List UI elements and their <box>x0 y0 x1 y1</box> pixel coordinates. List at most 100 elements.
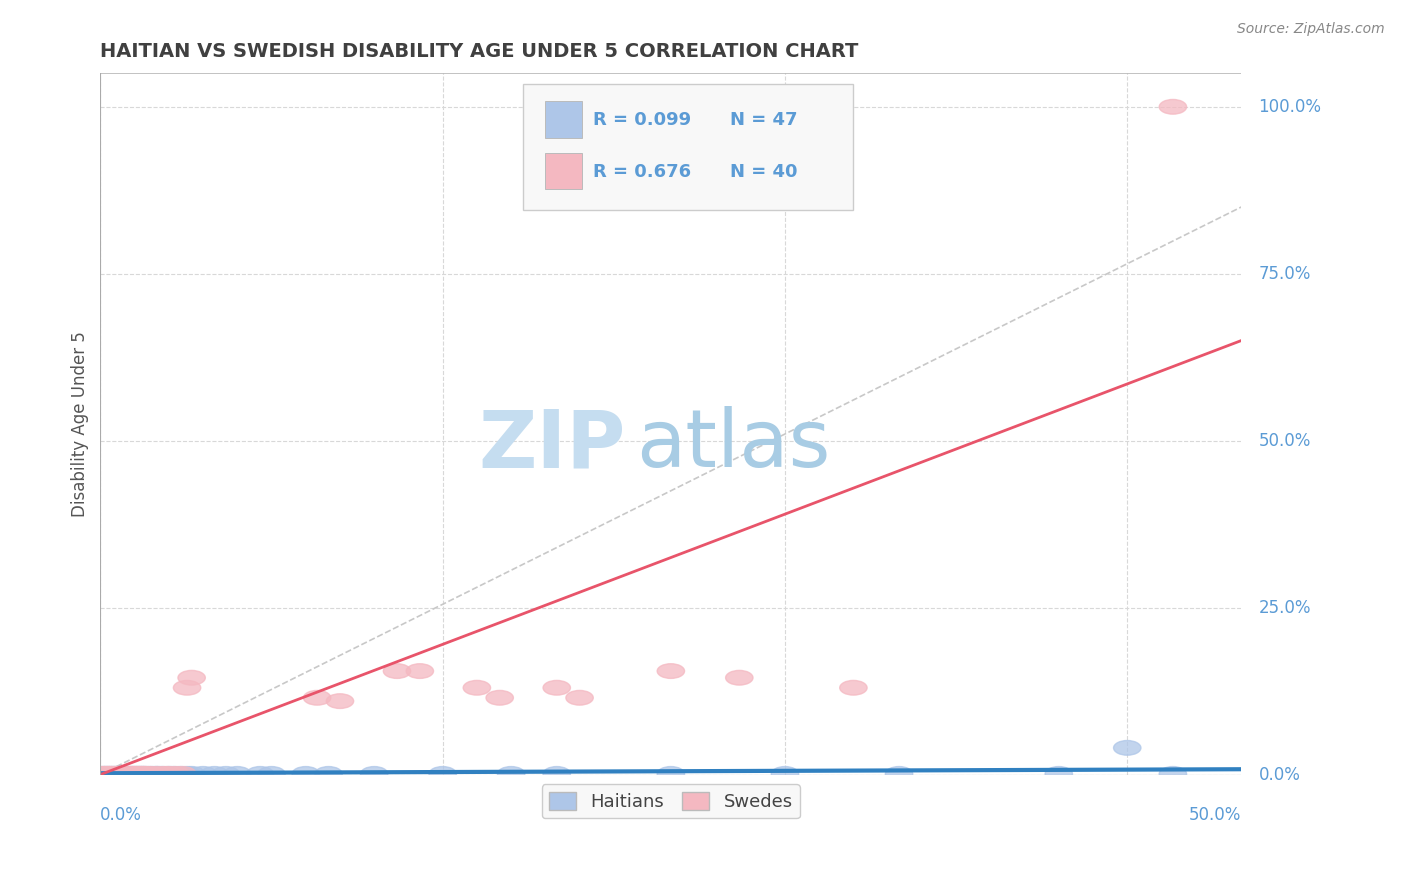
Ellipse shape <box>105 766 132 781</box>
Text: HAITIAN VS SWEDISH DISABILITY AGE UNDER 5 CORRELATION CHART: HAITIAN VS SWEDISH DISABILITY AGE UNDER … <box>100 42 859 61</box>
Ellipse shape <box>212 766 239 781</box>
Ellipse shape <box>839 681 868 695</box>
Text: R = 0.099: R = 0.099 <box>593 112 692 129</box>
Ellipse shape <box>121 766 148 781</box>
Ellipse shape <box>125 766 153 781</box>
Ellipse shape <box>1159 100 1187 114</box>
Ellipse shape <box>162 766 190 781</box>
Text: 50.0%: 50.0% <box>1258 432 1310 450</box>
Ellipse shape <box>304 690 330 705</box>
Ellipse shape <box>326 694 354 708</box>
Ellipse shape <box>132 766 160 781</box>
Ellipse shape <box>657 664 685 679</box>
Ellipse shape <box>148 766 176 781</box>
Ellipse shape <box>143 766 172 781</box>
Text: 100.0%: 100.0% <box>1258 98 1322 116</box>
Text: N = 40: N = 40 <box>730 162 797 180</box>
Ellipse shape <box>725 671 754 685</box>
Ellipse shape <box>498 766 524 781</box>
Ellipse shape <box>91 766 118 781</box>
Ellipse shape <box>118 766 146 781</box>
Ellipse shape <box>179 671 205 685</box>
Text: N = 47: N = 47 <box>730 112 797 129</box>
Ellipse shape <box>886 766 912 781</box>
Text: 25.0%: 25.0% <box>1258 599 1310 616</box>
Ellipse shape <box>94 766 121 781</box>
Ellipse shape <box>360 766 388 781</box>
Ellipse shape <box>107 766 135 781</box>
Text: atlas: atlas <box>637 406 831 484</box>
FancyBboxPatch shape <box>546 153 582 189</box>
Ellipse shape <box>103 766 129 781</box>
Ellipse shape <box>125 766 153 781</box>
Ellipse shape <box>543 681 571 695</box>
Legend: Haitians, Swedes: Haitians, Swedes <box>541 784 800 818</box>
Text: 0.0%: 0.0% <box>1258 765 1301 783</box>
Ellipse shape <box>143 766 172 781</box>
Ellipse shape <box>117 766 143 781</box>
Ellipse shape <box>1159 766 1187 781</box>
Ellipse shape <box>89 766 117 781</box>
Ellipse shape <box>107 766 135 781</box>
Ellipse shape <box>89 766 117 781</box>
Ellipse shape <box>155 766 183 781</box>
Ellipse shape <box>124 766 150 781</box>
Ellipse shape <box>111 766 139 781</box>
Ellipse shape <box>129 766 157 781</box>
Ellipse shape <box>543 766 571 781</box>
Ellipse shape <box>429 766 457 781</box>
Ellipse shape <box>315 766 342 781</box>
Ellipse shape <box>96 766 124 781</box>
Ellipse shape <box>1045 766 1073 781</box>
FancyBboxPatch shape <box>523 84 853 211</box>
Ellipse shape <box>117 766 143 781</box>
Ellipse shape <box>224 766 250 781</box>
Ellipse shape <box>657 766 685 781</box>
Ellipse shape <box>384 664 411 679</box>
Ellipse shape <box>179 766 205 781</box>
Text: R = 0.676: R = 0.676 <box>593 162 692 180</box>
Ellipse shape <box>100 766 128 781</box>
FancyBboxPatch shape <box>546 102 582 138</box>
Ellipse shape <box>406 664 433 679</box>
Ellipse shape <box>121 766 148 781</box>
Ellipse shape <box>114 766 142 781</box>
Text: 50.0%: 50.0% <box>1189 806 1241 824</box>
Ellipse shape <box>169 766 197 781</box>
Ellipse shape <box>96 766 124 781</box>
Ellipse shape <box>150 766 179 781</box>
Ellipse shape <box>257 766 285 781</box>
Ellipse shape <box>103 766 129 781</box>
Y-axis label: Disability Age Under 5: Disability Age Under 5 <box>72 331 89 517</box>
Ellipse shape <box>201 766 228 781</box>
Ellipse shape <box>565 690 593 705</box>
Ellipse shape <box>124 766 150 781</box>
Ellipse shape <box>142 766 169 781</box>
Ellipse shape <box>1114 740 1140 756</box>
Ellipse shape <box>91 766 118 781</box>
Ellipse shape <box>94 766 121 781</box>
Text: ZIP: ZIP <box>478 406 626 484</box>
Ellipse shape <box>190 766 217 781</box>
Ellipse shape <box>128 766 155 781</box>
Ellipse shape <box>118 766 146 781</box>
Ellipse shape <box>772 766 799 781</box>
Ellipse shape <box>105 766 132 781</box>
Ellipse shape <box>136 766 165 781</box>
Ellipse shape <box>128 766 155 781</box>
Ellipse shape <box>486 690 513 705</box>
Ellipse shape <box>98 766 125 781</box>
Ellipse shape <box>110 766 136 781</box>
Text: 75.0%: 75.0% <box>1258 265 1310 283</box>
Text: Source: ZipAtlas.com: Source: ZipAtlas.com <box>1237 22 1385 37</box>
Ellipse shape <box>173 766 201 781</box>
Ellipse shape <box>160 766 187 781</box>
Ellipse shape <box>246 766 274 781</box>
Ellipse shape <box>173 681 201 695</box>
Ellipse shape <box>132 766 160 781</box>
Ellipse shape <box>98 766 125 781</box>
Ellipse shape <box>110 766 136 781</box>
Ellipse shape <box>166 766 194 781</box>
Ellipse shape <box>100 766 128 781</box>
Ellipse shape <box>111 766 139 781</box>
